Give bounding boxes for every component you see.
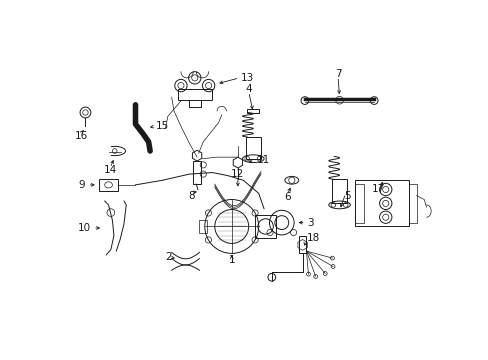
Bar [331,180,346,203]
Text: 7: 7 [334,69,341,79]
Bar [178,89,211,100]
Text: 5: 5 [343,191,350,201]
Text: 2: 2 [165,252,172,262]
Bar [99,179,118,191]
Text: 16: 16 [75,131,88,141]
Bar [298,236,306,253]
Text: 8: 8 [188,191,195,201]
Text: 6: 6 [284,192,290,202]
Text: 3: 3 [306,217,313,228]
Text: 17: 17 [371,184,384,194]
Bar [354,184,364,222]
Bar [245,137,261,159]
Bar [354,180,408,226]
Text: 1: 1 [228,255,235,265]
Text: 14: 14 [103,165,117,175]
Text: 15: 15 [156,121,169,131]
Text: 18: 18 [306,233,320,243]
Text: 9: 9 [78,180,85,190]
Text: 4: 4 [245,84,251,94]
Text: 12: 12 [231,169,244,179]
Bar [246,109,259,113]
Bar [408,184,416,222]
Bar [254,215,276,238]
Bar [199,220,207,233]
Bar [193,161,201,184]
Text: 10: 10 [77,223,90,233]
Text: 11: 11 [256,155,269,165]
Text: 13: 13 [241,73,254,83]
